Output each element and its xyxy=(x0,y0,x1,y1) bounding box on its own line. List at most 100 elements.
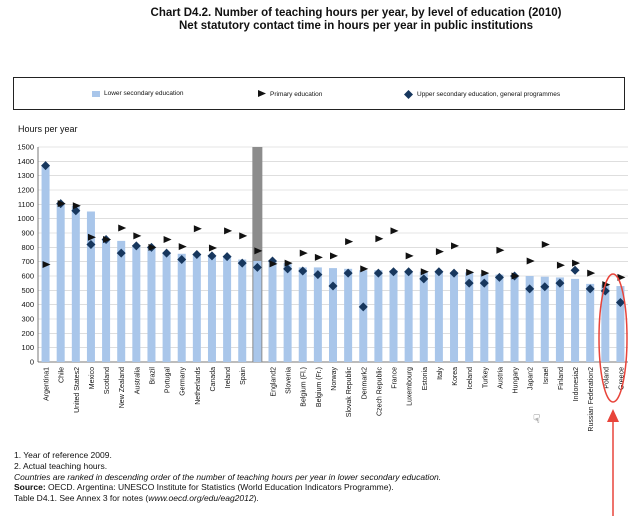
marker-primary xyxy=(345,238,354,246)
legend-label-lower: Lower secondary education xyxy=(104,90,184,97)
x-tick-label: Argentina1 xyxy=(44,367,51,401)
y-tick-label: 1500 xyxy=(17,143,34,152)
marker-primary xyxy=(451,242,460,250)
marker-primary xyxy=(420,268,429,276)
marker-upper-secondary xyxy=(41,161,51,171)
marker-upper-secondary xyxy=(162,248,172,258)
bar-lower-secondary xyxy=(147,247,156,362)
bar-lower-secondary xyxy=(223,256,232,362)
y-tick-label: 100 xyxy=(21,343,34,352)
bar-lower-secondary xyxy=(117,240,126,362)
marker-primary xyxy=(481,269,490,277)
x-tick-label: Japan2 xyxy=(528,367,535,390)
marker-upper-secondary xyxy=(585,284,595,294)
bar-lower-secondary xyxy=(540,276,549,362)
x-tick-label: Canada xyxy=(210,367,217,392)
marker-upper-secondary xyxy=(525,284,535,294)
marker-upper-secondary xyxy=(192,250,202,259)
hand-cursor-icon: ☟ xyxy=(533,412,541,426)
y-tick-label: 1100 xyxy=(18,200,34,209)
marker-primary xyxy=(330,252,338,260)
marker-primary xyxy=(390,227,399,235)
marker-primary xyxy=(224,227,233,235)
bar-lower-secondary xyxy=(313,267,322,362)
marker-primary xyxy=(511,272,520,280)
x-tick-label: Belgium (Fr.) xyxy=(316,367,323,407)
bar-lower-secondary xyxy=(571,278,580,362)
bar-lower-secondary xyxy=(253,260,262,362)
y-tick-label: 700 xyxy=(21,257,34,266)
bar-lower-secondary xyxy=(192,254,201,362)
marker-primary xyxy=(254,247,263,255)
marker-primary xyxy=(496,246,505,254)
legend-item-upper: Upper secondary education, general progr… xyxy=(404,90,560,99)
x-tick-label: Australia xyxy=(134,367,141,394)
bar-lower-secondary xyxy=(616,286,625,362)
marker-upper-secondary xyxy=(373,268,383,278)
footnotes: 1. Year of reference 2009. 2. Actual tea… xyxy=(14,450,464,504)
marker-upper-secondary xyxy=(86,239,96,249)
bar-lower-secondary xyxy=(132,245,141,362)
y-tick-label: 600 xyxy=(21,272,34,281)
bar-lower-secondary xyxy=(450,273,459,362)
bar-lower-secondary xyxy=(162,253,171,362)
marker-primary xyxy=(239,232,248,240)
x-tick-label: Scotland xyxy=(104,367,111,394)
marker-primary xyxy=(118,224,127,232)
marker-upper-secondary xyxy=(570,265,580,275)
marker-upper-secondary xyxy=(540,282,550,292)
legend: Lower secondary education Primary educat… xyxy=(13,77,625,110)
x-tick-label: Hungary xyxy=(513,367,520,394)
marker-upper-secondary xyxy=(615,298,625,308)
y-tick-label: 900 xyxy=(21,229,34,238)
bar-lower-secondary xyxy=(434,271,443,362)
y-tick-label: 200 xyxy=(21,329,34,338)
legend-diamond-swatch xyxy=(404,90,413,99)
marker-upper-secondary xyxy=(434,267,444,277)
x-tick-label: Spain xyxy=(240,367,247,385)
x-tick-label: Belgium (Fl.) xyxy=(301,367,308,407)
marker-primary xyxy=(103,235,112,243)
x-tick-label: Mexico xyxy=(89,367,96,389)
x-tick-label: Turkey xyxy=(482,367,489,389)
bar-lower-secondary xyxy=(419,271,428,362)
x-tick-label: Finland xyxy=(558,367,565,390)
footnote-1: 1. Year of reference 2009. xyxy=(14,450,112,460)
y-tick-label: 500 xyxy=(21,286,34,295)
x-tick-label: Brazil xyxy=(149,367,156,385)
marker-primary xyxy=(148,243,157,251)
ranking-note: Countries are ranked in descending order… xyxy=(14,471,442,482)
marker-upper-secondary xyxy=(479,278,489,288)
marker-primary xyxy=(208,244,217,252)
x-tick-label: Norway xyxy=(331,367,338,391)
marker-upper-secondary xyxy=(555,278,565,288)
x-tick-label: Germany xyxy=(180,367,187,396)
marker-upper-secondary xyxy=(389,267,399,277)
marker-primary xyxy=(314,253,323,261)
marker-primary xyxy=(587,269,596,277)
marker-upper-secondary xyxy=(419,274,429,284)
bar-lower-secondary xyxy=(586,283,595,362)
x-tick-label: Israel xyxy=(543,367,550,385)
marker-primary xyxy=(42,261,51,269)
marker-upper-secondary xyxy=(283,264,293,274)
bar-lower-secondary xyxy=(298,267,307,362)
chart-title: Chart D4.2. Number of teaching hours per… xyxy=(150,7,562,19)
marker-upper-secondary xyxy=(207,251,217,261)
bar-lower-secondary xyxy=(480,273,489,362)
oecd-link[interactable]: www.oecd.org/edu/eag2012 xyxy=(148,493,254,504)
bar-lower-secondary xyxy=(207,255,216,362)
x-tick-label: Czech Republic xyxy=(376,367,383,417)
marker-upper-secondary xyxy=(313,270,323,280)
y-tick-label: 800 xyxy=(21,243,34,252)
x-tick-label: Italy xyxy=(437,367,444,380)
x-tick-label: Denmark2 xyxy=(361,367,368,399)
x-tick-label: Austria xyxy=(497,367,504,389)
legend-flag-swatch xyxy=(258,90,266,97)
marker-primary xyxy=(269,260,278,268)
table-reference: Table D4.1. See Annex 3 for notes (www.o… xyxy=(14,493,464,504)
x-tick-label: Estonia xyxy=(422,367,429,390)
x-tick-label: Portugal xyxy=(165,367,172,394)
legend-item-primary: Primary education xyxy=(258,90,322,98)
